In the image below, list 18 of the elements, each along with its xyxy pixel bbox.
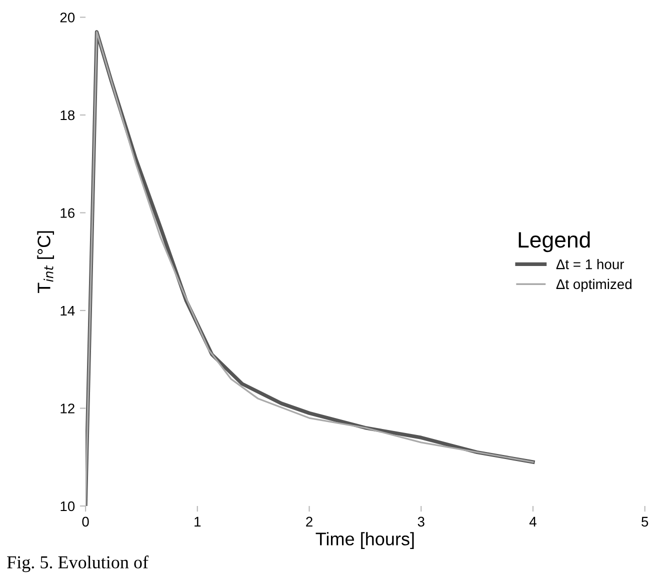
x-tick-label: 0 xyxy=(82,516,89,527)
legend-title: Legend xyxy=(518,231,590,252)
caption: Fig. 5. Evolution of xyxy=(7,556,149,572)
x-axis-title: Time [hours] xyxy=(316,532,414,549)
y-tick-label: 14 xyxy=(60,306,75,316)
legend-label: Δt optimized xyxy=(556,278,632,292)
y-tick-label: 10 xyxy=(60,501,75,512)
y-tick-label: 20 xyxy=(60,12,75,22)
y-tick-label: 18 xyxy=(60,110,75,120)
y-axis-title: T$_{int}$ [°C] xyxy=(37,231,54,293)
legend-label: Δt = 1 hour xyxy=(556,259,624,270)
y-tick-label: 16 xyxy=(60,208,75,218)
x-tick-label: 4 xyxy=(529,516,536,526)
x-tick-label: 5 xyxy=(642,516,648,527)
x-tick-label: 2 xyxy=(306,516,312,526)
x-tick-label: 1 xyxy=(194,516,201,526)
x-tick-label: 3 xyxy=(418,516,424,527)
y-tick-label: 12 xyxy=(60,404,74,414)
